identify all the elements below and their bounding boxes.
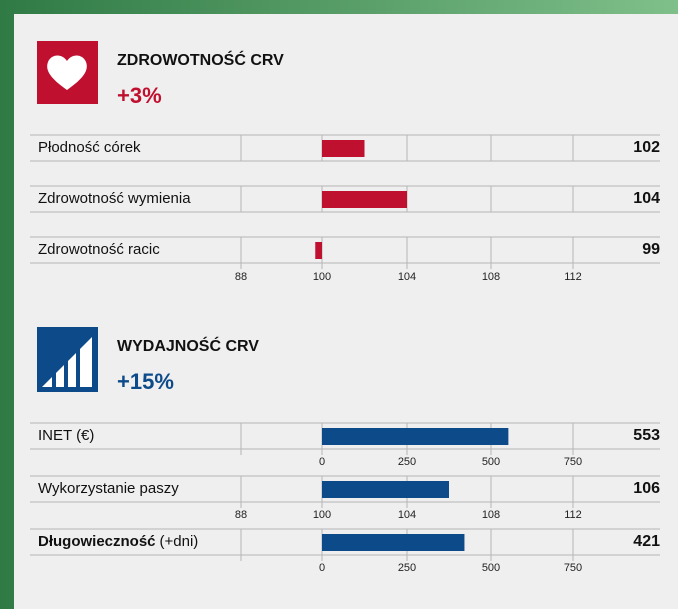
row-label: Płodność córek xyxy=(38,139,141,156)
label-suffix: (+dni) xyxy=(160,533,199,550)
row-label: Wykorzystanie paszy xyxy=(38,480,179,497)
bar xyxy=(322,191,407,208)
tick-label: 250 xyxy=(398,456,416,468)
section-title: WYDAJNOŚĆ CRV xyxy=(117,336,259,355)
row-label: INET (€) xyxy=(38,427,94,444)
value-label: 553 xyxy=(633,427,660,444)
tick-label: 88 xyxy=(235,271,247,283)
tick-label: 750 xyxy=(564,456,582,468)
value-label: 104 xyxy=(633,190,660,207)
tick-label: 108 xyxy=(482,509,500,521)
section-change: +3% xyxy=(117,83,162,108)
label-text: INET (€) xyxy=(38,427,94,444)
tick-label: 108 xyxy=(482,271,500,283)
bar xyxy=(322,481,449,498)
section-change: +15% xyxy=(117,369,174,394)
tick-label: 88 xyxy=(235,509,247,521)
tick-label: 104 xyxy=(398,509,416,521)
tick-label: 500 xyxy=(482,562,500,574)
tick-label: 500 xyxy=(482,456,500,468)
tick-label: 100 xyxy=(313,271,331,283)
bar xyxy=(322,140,365,157)
tick-label: 104 xyxy=(398,271,416,283)
label-text: Płodność córek xyxy=(38,139,141,156)
value-label: 421 xyxy=(633,533,660,550)
label-text: Zdrowotność racic xyxy=(38,241,160,258)
bars-icon xyxy=(37,327,98,392)
tick-label: 0 xyxy=(319,562,325,574)
section-title: ZDROWOTNOŚĆ CRV xyxy=(117,50,284,69)
tick-label: 112 xyxy=(564,509,582,521)
heart-icon xyxy=(37,41,98,104)
row-label: Długowieczność (+dni) xyxy=(38,533,198,550)
tick-label: 750 xyxy=(564,562,582,574)
label-text: Wykorzystanie paszy xyxy=(38,480,179,497)
bar xyxy=(315,242,322,259)
bar xyxy=(322,428,509,445)
bar xyxy=(322,534,465,551)
tick-label: 250 xyxy=(398,562,416,574)
label-text: Zdrowotność wymienia xyxy=(38,190,191,207)
value-label: 106 xyxy=(633,480,660,497)
tick-label: 100 xyxy=(313,509,331,521)
card xyxy=(14,14,678,609)
value-label: 102 xyxy=(633,139,660,156)
label-text: Długowieczność xyxy=(38,533,156,550)
row-label: Zdrowotność racic xyxy=(38,241,160,258)
tick-label: 112 xyxy=(564,271,582,283)
value-label: 99 xyxy=(642,241,660,258)
row-label: Zdrowotność wymienia xyxy=(38,190,191,207)
tick-label: 0 xyxy=(319,456,325,468)
